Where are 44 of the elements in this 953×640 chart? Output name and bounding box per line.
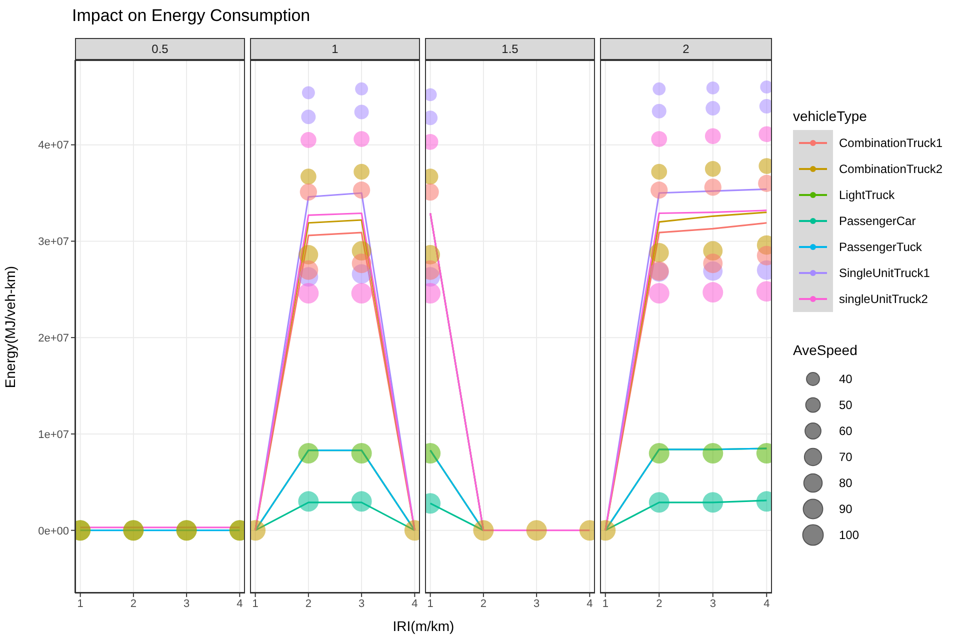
x-tick-label: 1 xyxy=(427,598,434,610)
y-tick-label: 1e+07 xyxy=(38,428,69,441)
legend-label: 100 xyxy=(839,528,860,542)
legend-label: 60 xyxy=(839,424,852,438)
x-tick-label: 3 xyxy=(358,598,365,610)
legend-label: PassengerTuck xyxy=(839,240,922,254)
x-tick-label: 2 xyxy=(656,598,662,610)
legend-label: 70 xyxy=(839,450,852,464)
chart-subtitle: 2 xyxy=(600,38,772,60)
legend-label: 40 xyxy=(839,372,852,386)
y-tick-label: 0e+00 xyxy=(38,525,69,538)
x-tick-label: 1 xyxy=(602,598,608,610)
legend-title: vehicleType xyxy=(793,108,868,124)
legend-label: CombinationTruck1 xyxy=(839,136,943,150)
x-tick-label: 1 xyxy=(77,598,84,610)
x-tick-label: 3 xyxy=(710,598,716,610)
x-tick-label: 2 xyxy=(480,598,486,610)
x-tick-label: 2 xyxy=(305,598,312,610)
y-tick-label: 2e+07 xyxy=(38,332,69,344)
legend-label: 90 xyxy=(839,502,852,516)
x-tick-label: 4 xyxy=(764,598,770,610)
x-tick-label: 2 xyxy=(130,598,136,610)
x-axis-title: IRI(m/km) xyxy=(392,618,456,634)
x-tick-label: 3 xyxy=(184,598,190,610)
legend-label: singleUnitTruck2 xyxy=(839,292,928,306)
chart-subtitle: 1.5 xyxy=(425,38,595,60)
x-tick-label: 1 xyxy=(252,598,258,610)
x-tick-label: 4 xyxy=(586,598,593,610)
x-tick-label: 4 xyxy=(412,598,418,610)
chart-title: Impact on Energy Consumption xyxy=(72,6,310,26)
text: AveSpeed xyxy=(793,342,858,358)
y-tick-label: 3e+07 xyxy=(38,236,69,248)
chart-subtitle: 1 xyxy=(250,38,420,60)
legend-label: LightTruck xyxy=(839,188,895,202)
x-tick-label: 3 xyxy=(534,598,540,610)
chart-subtitle: 0.5 xyxy=(75,38,245,60)
legend-label: PassengerCar xyxy=(839,214,916,228)
y-axis-title: Energy(MJ/veh-km) xyxy=(2,265,18,388)
x-tick-label: 4 xyxy=(236,598,243,610)
legend-label: CombinationTruck2 xyxy=(839,162,943,176)
legend-label: 80 xyxy=(839,476,852,490)
legend-label: SingleUnitTruck1 xyxy=(839,266,930,280)
legend-label: 50 xyxy=(839,398,852,412)
y-tick-label: 4e+07 xyxy=(38,140,69,152)
